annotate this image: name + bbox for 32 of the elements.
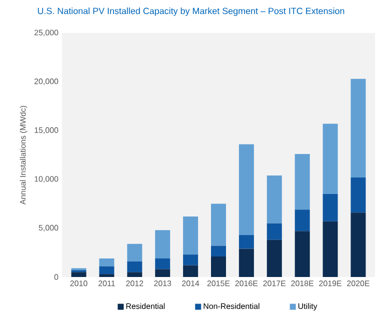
bar [127,261,142,272]
bar [266,240,282,277]
bar [350,212,366,277]
bar [350,177,366,213]
bar [71,272,86,277]
bar [238,248,254,277]
bar [294,210,310,232]
bar [211,204,226,246]
bar [183,216,198,255]
bar [99,258,114,266]
bar [155,230,170,258]
bar [266,223,282,240]
bar [211,256,226,277]
bar [127,244,142,262]
bar [238,144,254,236]
bar [350,78,366,178]
bar [322,221,338,277]
bar [322,194,338,222]
bar [183,265,198,277]
bar [99,266,114,274]
bar [322,124,338,194]
bar [211,246,226,257]
bar [155,269,170,277]
bar [127,272,142,277]
bar [183,254,198,266]
bar [266,175,282,224]
bar [155,258,170,270]
bar [238,235,254,249]
bar [294,231,310,277]
bar [294,154,310,210]
chart-title: U.S. National PV Installed Capacity by Market Segment – Post ITC Extension [38,8,344,16]
bar [99,274,114,277]
